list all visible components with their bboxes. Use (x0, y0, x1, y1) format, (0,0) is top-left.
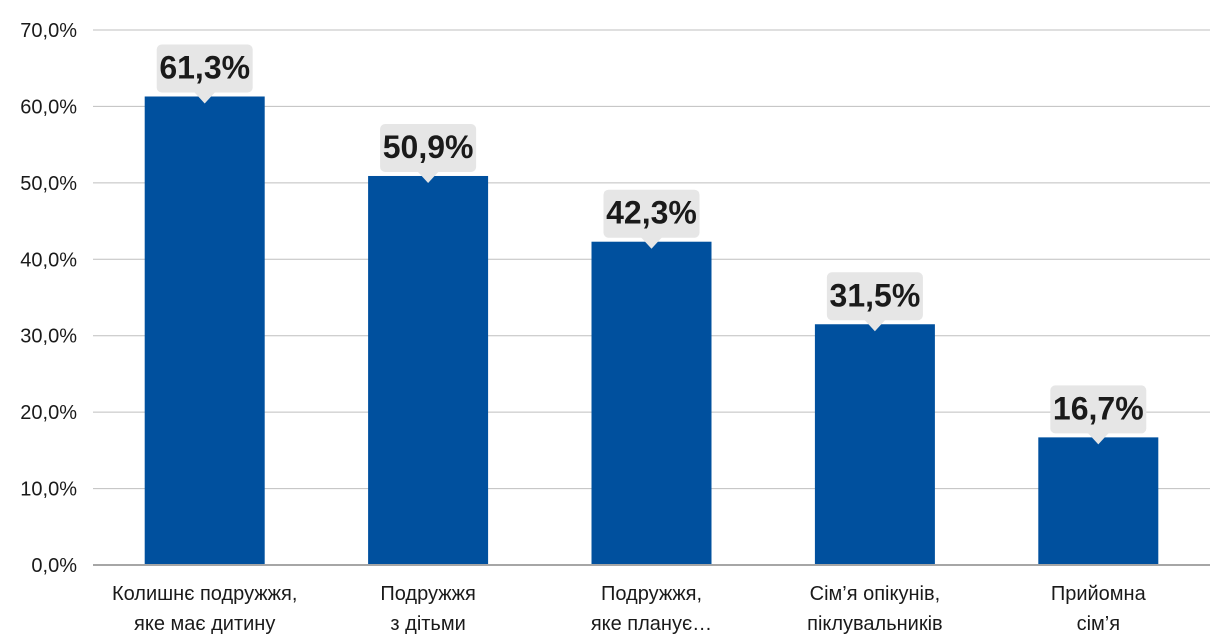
data-label-box (603, 189, 700, 238)
data-label: 16,7% (1053, 390, 1144, 426)
data-label-callout: 50,9% (380, 123, 477, 183)
x-tick-label: Подружжя, яке планує… (591, 583, 712, 634)
bars (144, 96, 1159, 565)
data-label: 42,3% (606, 195, 697, 231)
y-tick-label: 70,0% (20, 20, 77, 42)
data-label-pointer (863, 319, 886, 332)
y-axis-tick-labels: 0,0% 10,0% 20,0% 30,0% 40,0% 50,0% 60,0% 70,0% (20, 20, 77, 577)
x-axis-tick-labels: Колишнє подружжя, яке має дитину Подружжя з… (112, 583, 1147, 635)
data-label-callout: 31,5% (826, 272, 923, 332)
bar (1038, 437, 1159, 565)
bar (144, 96, 265, 565)
data-label-box (380, 123, 477, 172)
y-tick-label: 20,0% (20, 402, 77, 424)
data-label-box (156, 44, 253, 93)
y-tick-label: 50,0% (20, 173, 77, 195)
bar (814, 324, 935, 565)
data-label-callout: 16,7% (1050, 385, 1147, 445)
data-label-pointer (1087, 432, 1110, 445)
data-label: 61,3% (159, 49, 250, 85)
bar (368, 175, 489, 565)
y-tick-label: 30,0% (20, 326, 77, 348)
data-label-pointer (640, 236, 663, 249)
data-label: 50,9% (383, 129, 474, 165)
data-labels: 61,3% 50,9% 42,3% 31,5% 16,7% (156, 44, 1147, 445)
y-tick-label: 60,0% (20, 96, 77, 118)
data-label-pointer (193, 91, 216, 104)
data-label-pointer (417, 170, 440, 183)
y-tick-label: 0,0% (31, 555, 77, 577)
y-tick-label: 40,0% (20, 249, 77, 271)
bar (591, 241, 712, 565)
x-tick-label: Подружжя з дітьми (380, 583, 475, 634)
data-label-box (826, 272, 923, 321)
x-tick-label: Сім’я опікунів, піклувальників (807, 583, 943, 634)
x-tick-label: Колишнє подружжя, яке має дитину (112, 583, 297, 634)
data-label: 31,5% (830, 277, 921, 313)
y-tick-label: 10,0% (20, 479, 77, 501)
data-label-box (1050, 385, 1147, 434)
data-label-callout: 61,3% (156, 44, 253, 104)
data-label-callout: 42,3% (603, 189, 700, 249)
x-tick-label: Прийомна сім’я (1051, 583, 1147, 634)
